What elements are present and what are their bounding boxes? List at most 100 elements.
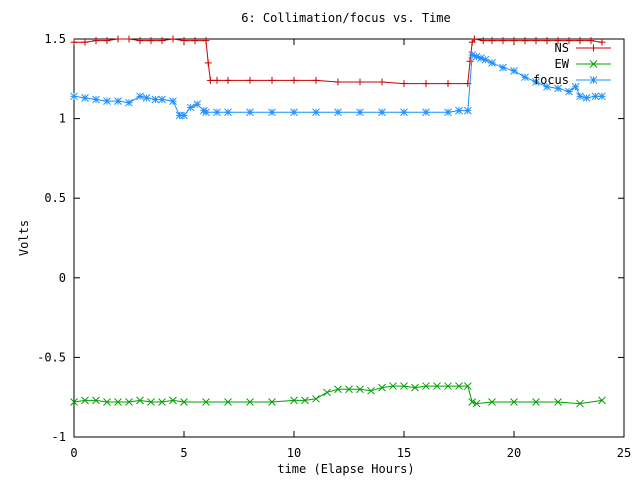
data-point [422, 382, 430, 390]
data-point [472, 399, 481, 408]
data-point [204, 59, 212, 67]
data-point [224, 76, 232, 84]
data-point [499, 63, 507, 72]
data-point [598, 38, 606, 46]
data-point [334, 78, 342, 86]
data-point [81, 38, 89, 46]
data-point [169, 396, 177, 405]
y-axis-label: Volts [17, 220, 31, 256]
data-point [488, 37, 496, 45]
data-point [202, 108, 210, 117]
data-point [378, 383, 386, 392]
data-point [587, 37, 595, 45]
data-point [532, 398, 540, 406]
data-point [136, 92, 144, 101]
data-point [455, 106, 463, 115]
data-point [323, 388, 331, 397]
data-point [488, 59, 496, 67]
x-tick-label: 10 [287, 446, 301, 460]
legend-marker [589, 60, 598, 68]
data-point [468, 51, 477, 59]
data-point [169, 35, 177, 43]
data-point [411, 383, 419, 392]
data-point [356, 385, 364, 394]
data-point [312, 108, 320, 117]
data-point [290, 108, 298, 117]
x-axis-label: time (Elapse Hours) [277, 462, 414, 476]
data-point [576, 92, 584, 101]
data-point [70, 38, 78, 46]
data-point [532, 78, 540, 86]
legend-label: EW [555, 57, 570, 71]
y-tick-label: 0.5 [44, 191, 66, 205]
data-point [125, 98, 133, 107]
data-point [206, 76, 214, 84]
data-point [268, 76, 276, 84]
data-point [103, 37, 111, 45]
data-point [470, 35, 478, 43]
data-point [246, 398, 254, 406]
data-point [81, 396, 89, 405]
plot-frame [73, 38, 625, 438]
data-point [169, 97, 177, 105]
y-tick-label: -1 [52, 430, 66, 444]
data-point [463, 106, 472, 115]
data-point [532, 37, 540, 45]
data-point [598, 92, 606, 101]
data-point [158, 398, 166, 406]
data-point [142, 94, 151, 102]
data-point [582, 94, 591, 102]
data-point [472, 52, 481, 61]
data-point [422, 108, 430, 117]
series-ew [70, 382, 606, 408]
data-point [591, 92, 600, 101]
data-point [301, 396, 309, 405]
data-point [444, 80, 452, 88]
data-point [92, 95, 100, 104]
data-point [521, 37, 529, 45]
data-point [147, 37, 155, 45]
data-point [312, 76, 320, 84]
x-tick-label: 5 [180, 446, 187, 460]
data-point [191, 37, 199, 45]
data-point [378, 78, 386, 86]
data-point [422, 80, 430, 88]
data-point [114, 398, 122, 406]
x-tick-label: 0 [70, 446, 77, 460]
axes: 0 5 10 15 20 25 -1 -0.5 0 0.5 1 1.5 [37, 32, 631, 460]
data-point [543, 37, 551, 45]
data-point [151, 95, 160, 104]
data-point [202, 398, 210, 406]
chart-title: 6: Collimation/focus vs. Time [241, 11, 451, 25]
data-point [158, 37, 166, 45]
series-line [73, 385, 603, 405]
data-point [455, 382, 463, 390]
data-point [367, 386, 375, 395]
data-point [479, 37, 487, 45]
data-point [554, 398, 562, 406]
y-tick-label: 1.5 [44, 32, 66, 46]
data-point [136, 396, 144, 405]
legend: NS EW focus [533, 41, 611, 87]
x-tick-label: 15 [397, 446, 411, 460]
data-point [114, 35, 122, 43]
data-point [125, 398, 133, 406]
data-point [565, 87, 573, 96]
legend-label: NS [555, 41, 569, 55]
data-point [92, 37, 100, 45]
data-point [565, 37, 573, 45]
data-point [400, 382, 408, 390]
data-point [158, 95, 166, 104]
data-point [103, 398, 111, 406]
data-point [334, 108, 342, 117]
data-point [571, 82, 580, 91]
x-tick-label: 20 [507, 446, 521, 460]
data-point [466, 57, 474, 65]
data-point [378, 108, 386, 117]
data-point [510, 398, 518, 406]
y-tick-label: 1 [59, 112, 66, 126]
data-point [136, 37, 144, 45]
data-point [400, 108, 408, 117]
data-point [356, 78, 364, 86]
data-point [389, 382, 397, 390]
